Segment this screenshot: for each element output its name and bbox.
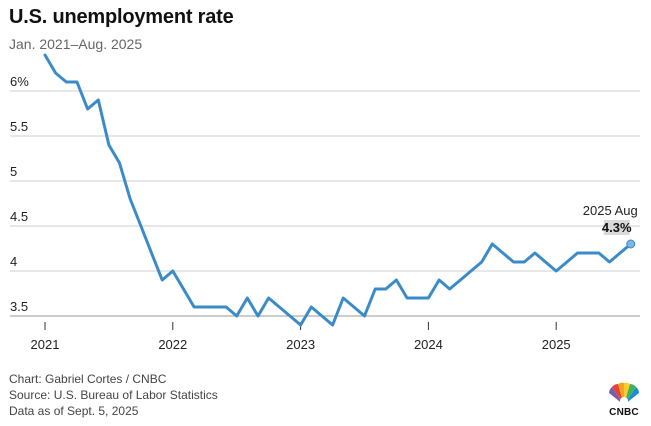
y-tick-label: 3.5 bbox=[10, 299, 28, 314]
logo-wordmark: CNBC bbox=[609, 407, 639, 418]
y-tick-label: 4 bbox=[10, 254, 17, 269]
last-point-marker bbox=[626, 239, 636, 249]
y-tick-label: 5.5 bbox=[10, 119, 28, 134]
y-tick-label: 4.5 bbox=[10, 209, 28, 224]
annotation-value-box bbox=[603, 220, 630, 235]
x-tick-label: 2022 bbox=[158, 337, 187, 352]
unemployment-series-line bbox=[43, 53, 633, 327]
annotation-value-label: 4.3% bbox=[602, 220, 632, 235]
x-tick-label: 2025 bbox=[542, 337, 571, 352]
unemployment-line-chart: 3.5 4 4.5 5 5.5 6% 2021 2022 2023 2024 2025 2025 Au… bbox=[10, 53, 640, 352]
y-tick-label: 5 bbox=[10, 164, 17, 179]
y-tick-label: 6% bbox=[10, 74, 29, 89]
peacock-logo-icon bbox=[609, 382, 639, 405]
x-tick-label: 2023 bbox=[286, 337, 315, 352]
cnbc-logo: CNBC bbox=[606, 381, 642, 421]
x-tick-label: 2021 bbox=[31, 337, 60, 352]
x-tick-label: 2024 bbox=[414, 337, 443, 352]
chart-subtitle: Jan. 2021–Aug. 2025 bbox=[9, 36, 143, 52]
data-source: Source: U.S. Bureau of Labor Statistics bbox=[9, 388, 218, 402]
chart-footer: Chart: Gabriel Cortes / CNBC Source: U.S… bbox=[9, 371, 218, 419]
chart-credit: Chart: Gabriel Cortes / CNBC bbox=[9, 372, 167, 386]
chart-title: U.S. unemployment rate bbox=[9, 6, 234, 28]
annotation-date-label: 2025 Aug bbox=[583, 203, 638, 218]
data-date: Data as of Sept. 5, 2025 bbox=[9, 404, 139, 418]
